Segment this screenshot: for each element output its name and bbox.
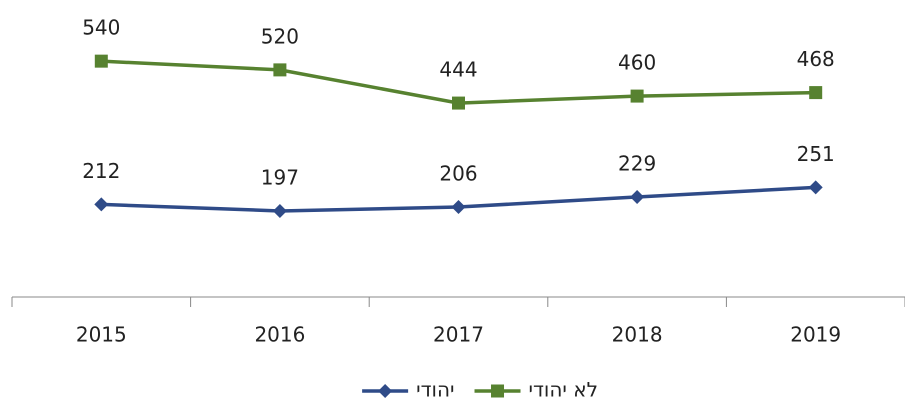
x-tick-label: 2016: [254, 323, 305, 347]
marker: [272, 203, 287, 218]
marker: [630, 89, 644, 103]
data-label: 206: [439, 162, 477, 186]
data-label: 460: [618, 51, 656, 75]
data-label: 212: [82, 159, 120, 183]
marker: [452, 96, 465, 110]
marker: [630, 189, 645, 204]
data-label: 197: [261, 165, 299, 189]
data-label: 468: [797, 47, 835, 71]
x-tick-label: 2015: [76, 323, 127, 347]
data-label: 229: [618, 151, 656, 175]
data-label: 540: [82, 16, 120, 40]
data-label: 520: [261, 24, 299, 48]
marker: [378, 384, 393, 398]
data-label: 444: [439, 58, 477, 82]
marker: [451, 200, 466, 215]
marker: [491, 384, 505, 398]
marker: [273, 63, 287, 77]
x-tick-label: 2019: [790, 323, 841, 347]
x-tick-label: 2017: [433, 323, 484, 347]
marker: [809, 86, 823, 100]
marker: [94, 54, 108, 68]
marker: [94, 197, 109, 212]
x-tick-label: 2018: [612, 323, 663, 347]
legend-label: יהודי: [416, 378, 454, 402]
data-label: 251: [797, 142, 835, 166]
marker: [808, 180, 823, 195]
legend-label: לא יהודי: [529, 378, 598, 402]
